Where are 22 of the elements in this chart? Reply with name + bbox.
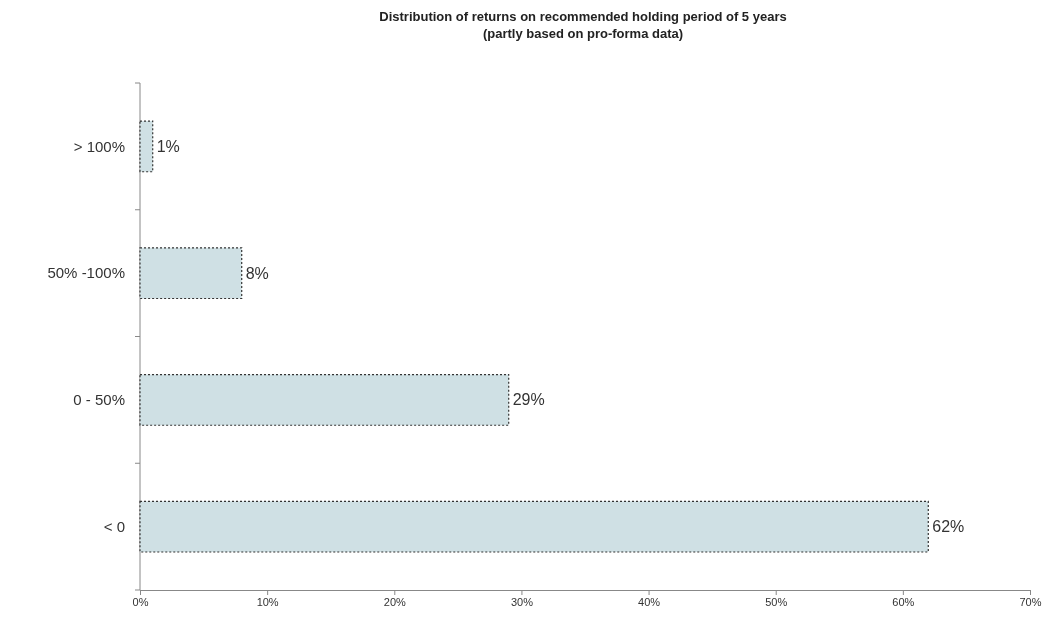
data-label: 8% [245,264,269,282]
data-label: 1% [156,137,180,155]
y-tick-label: < 0 [103,517,125,535]
chart-title: Distribution of returns on recommended holding period of 5 years [379,9,787,24]
data-label: 29% [512,391,545,409]
data-label: 62% [932,518,965,536]
y-tick-label: > 100% [73,137,125,155]
y-tick-label: 0 - 50% [73,391,125,409]
y-tick-label: 50% -100% [47,264,125,282]
bar [139,120,154,173]
bar [139,247,243,300]
x-tick-label: 20% [383,595,407,608]
chart-subtitle: (partly based on pro-forma data) [482,26,684,41]
x-tick-label: 70% [1019,595,1042,608]
x-tick-label: 10% [256,595,279,608]
bar [139,373,510,426]
x-tick-label: 30% [510,595,534,608]
x-tick-label: 0% [132,595,149,608]
x-tick-label: 60% [892,595,915,608]
x-tick-label: 50% [765,595,788,608]
bar [139,500,929,553]
x-tick-label: 40% [638,595,661,608]
